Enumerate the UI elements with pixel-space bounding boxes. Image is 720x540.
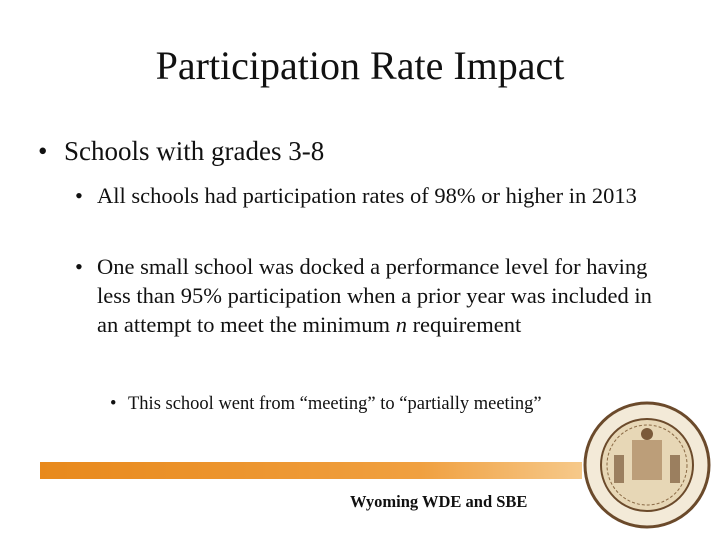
bullet-text: One small school was docked a performanc…: [97, 252, 667, 339]
sub-sub-bullet: • This school went from “meeting” to “par…: [110, 392, 610, 417]
sub-bullet: • All schools had participation rates of …: [75, 183, 637, 208]
bullet-text: All schools had participation rates of 9…: [97, 183, 637, 208]
bullet-text: Schools with grades 3-8: [64, 136, 325, 166]
state-seal: [583, 401, 711, 529]
text-run: requirement: [406, 312, 522, 337]
footer: Wyoming WDE and SBE: [350, 492, 528, 511]
sub-bullet: • One small school was docked a performan…: [75, 252, 655, 339]
bullet-text: This school went from “meeting” to “part…: [128, 394, 542, 414]
text-run: One small school was docked a performanc…: [97, 254, 652, 337]
bullet: • Schools with grades 3-8: [38, 136, 325, 166]
slide-title: Participation Rate Impact: [155, 43, 565, 88]
text-run-italic: n: [395, 312, 407, 337]
decorative-bar: [40, 462, 582, 479]
